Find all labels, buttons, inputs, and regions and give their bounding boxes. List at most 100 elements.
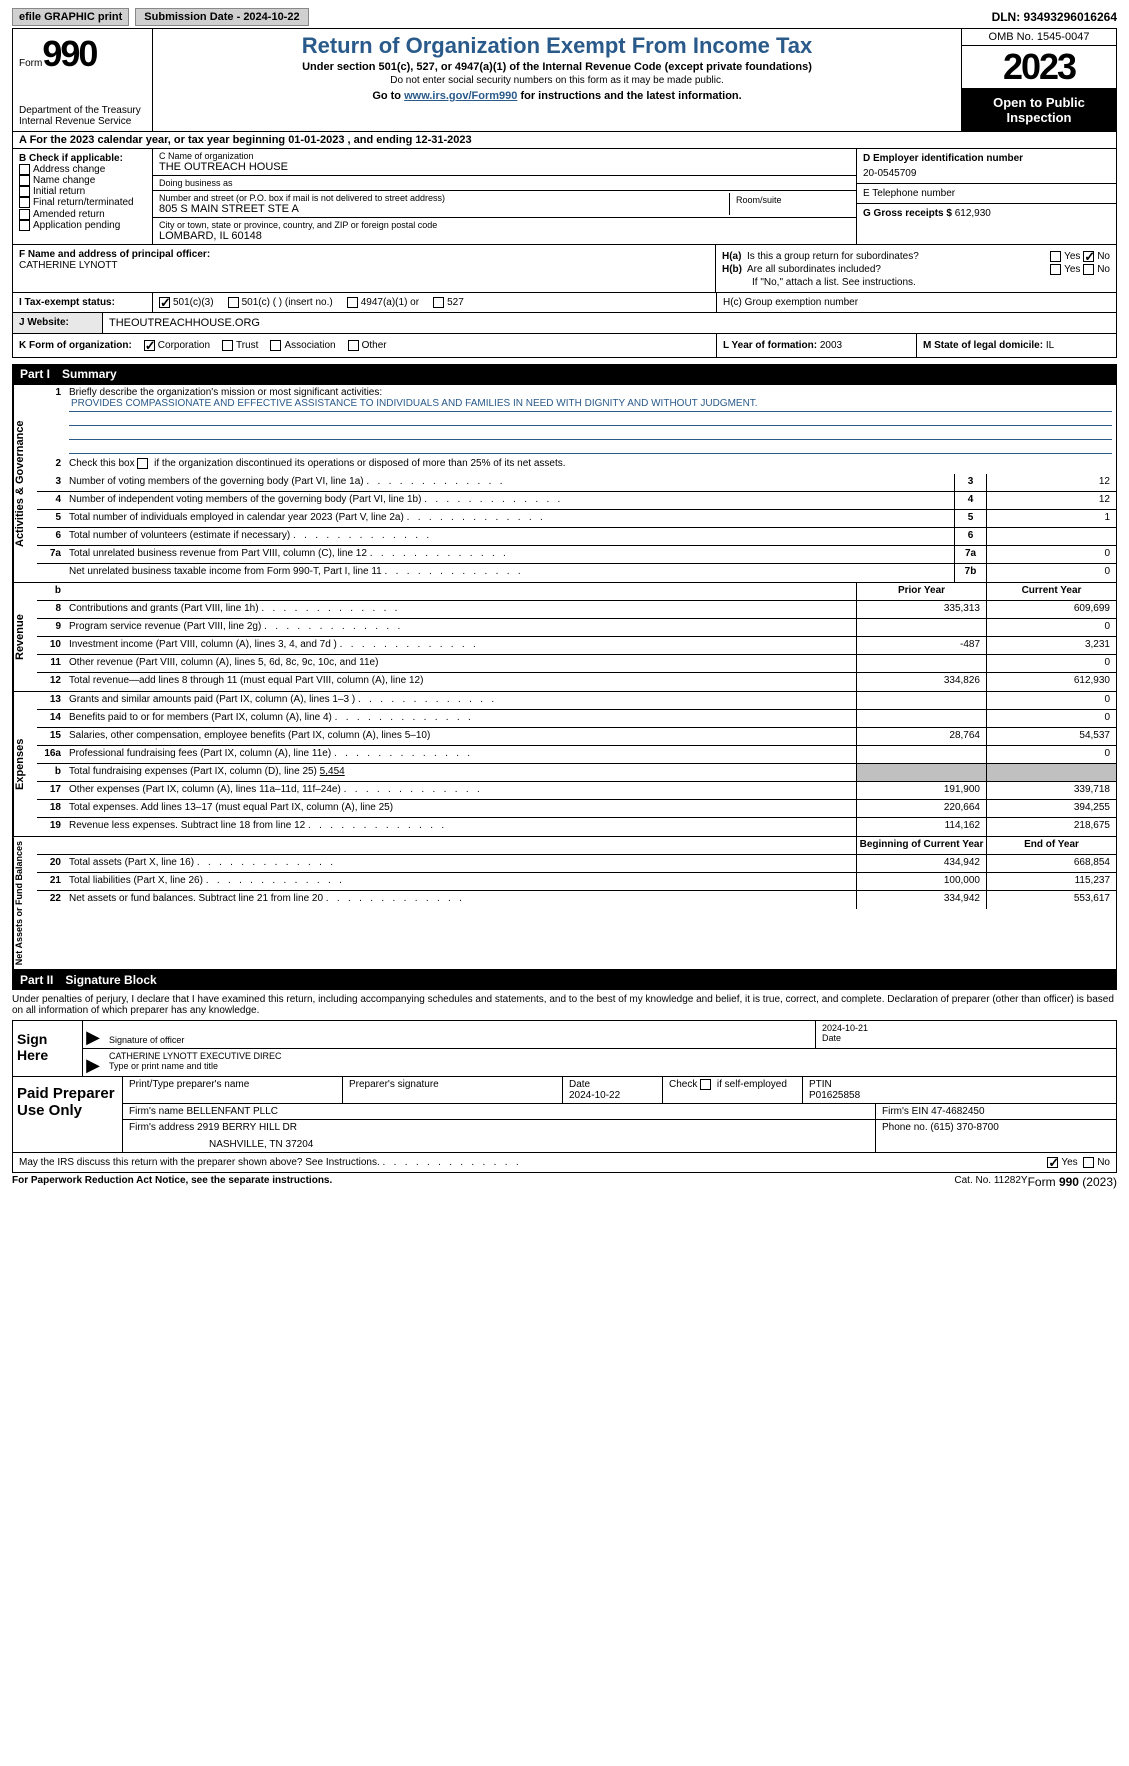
line9-curr: 0 — [986, 619, 1116, 636]
line21-text: Total liabilities (Part X, line 26) — [65, 873, 856, 890]
firm-name-value: BELLENFANT PLLC — [186, 1106, 278, 1117]
gross-receipts-value: 612,930 — [955, 208, 991, 219]
ha-no-label: No — [1097, 251, 1110, 262]
mission-blank2 — [69, 426, 1112, 440]
line10-curr: 3,231 — [986, 637, 1116, 654]
corp-checkbox[interactable] — [144, 340, 155, 351]
line10-text: Investment income (Part VIII, column (A)… — [65, 637, 856, 654]
form-label: Form — [19, 58, 42, 69]
application-pending-label: Application pending — [33, 220, 120, 231]
line18-text: Total expenses. Add lines 13–17 (must eq… — [65, 800, 856, 817]
street-label: Number and street (or P.O. box if mail i… — [159, 193, 729, 203]
line18-prior: 220,664 — [856, 800, 986, 817]
line2-text: if the organization discontinued its ope… — [151, 458, 565, 469]
address-change-label: Address change — [33, 164, 105, 175]
dba-label: Doing business as — [159, 178, 850, 188]
initial-return-checkbox[interactable] — [19, 186, 30, 197]
open-to-public: Open to Public Inspection — [962, 89, 1116, 131]
tax-year-range: A For the 2023 calendar year, or tax yea… — [12, 132, 1117, 149]
trust-checkbox[interactable] — [222, 340, 233, 351]
527-checkbox[interactable] — [433, 297, 444, 308]
other-checkbox[interactable] — [348, 340, 359, 351]
line1-label: Briefly describe the organization's miss… — [69, 387, 1112, 398]
4947-checkbox[interactable] — [347, 297, 358, 308]
line2-num: 2 — [37, 456, 65, 474]
line3-text: Number of voting members of the governin… — [65, 474, 954, 491]
prep-sig-label: Preparer's signature — [349, 1079, 556, 1090]
state-domicile-value: IL — [1046, 340, 1054, 351]
line14-curr: 0 — [986, 710, 1116, 727]
self-employed-checkbox[interactable] — [700, 1079, 711, 1090]
efile-print-button[interactable]: efile GRAPHIC print — [12, 8, 129, 26]
telephone-label: E Telephone number — [863, 188, 1110, 199]
city-value: LOMBARD, IL 60148 — [159, 230, 850, 242]
sign-here-label: Sign Here — [13, 1021, 83, 1076]
hc-label: H(c) Group exemption number — [716, 293, 1116, 312]
hb-no-checkbox[interactable] — [1083, 264, 1094, 275]
room-label: Room/suite — [736, 195, 844, 205]
line9-prior — [856, 619, 986, 636]
line7a-text: Total unrelated business revenue from Pa… — [65, 546, 954, 563]
part2-title: Signature Block — [65, 973, 156, 987]
discuss-no-checkbox[interactable] — [1083, 1157, 1094, 1168]
line15-text: Salaries, other compensation, employee b… — [65, 728, 856, 745]
line1-num: 1 — [37, 385, 65, 456]
officer-label: F Name and address of principal officer: — [19, 249, 709, 260]
line12-curr: 612,930 — [986, 673, 1116, 691]
amended-return-checkbox[interactable] — [19, 209, 30, 220]
address-change-checkbox[interactable] — [19, 164, 30, 175]
line22-text: Net assets or fund balances. Subtract li… — [65, 891, 856, 909]
line12-prior: 334,826 — [856, 673, 986, 691]
org-name-value: THE OUTREACH HOUSE — [159, 161, 850, 173]
line8-text: Contributions and grants (Part VIII, lin… — [65, 601, 856, 618]
dept-treasury: Department of the Treasury — [19, 105, 146, 116]
form-footer-year: (2023) — [1079, 1175, 1117, 1189]
line7b-val: 0 — [986, 564, 1116, 582]
final-return-checkbox[interactable] — [19, 197, 30, 208]
assoc-label: Association — [284, 340, 335, 351]
sig-date-value: 2024-10-21 — [822, 1023, 1110, 1033]
form-org-label: K Form of organization: — [19, 340, 132, 351]
application-pending-checkbox[interactable] — [19, 220, 30, 231]
501c3-checkbox[interactable] — [159, 297, 170, 308]
line5-val: 1 — [986, 510, 1116, 527]
ha-yes-checkbox[interactable] — [1050, 251, 1061, 262]
form-number: 990 — [42, 33, 96, 74]
hb-no-label: No — [1097, 264, 1110, 275]
ha-no-checkbox[interactable] — [1083, 251, 1094, 262]
street-value: 805 S MAIN STREET STE A — [159, 203, 729, 215]
line20-text: Total assets (Part X, line 16) — [65, 855, 856, 872]
hb-yes-checkbox[interactable] — [1050, 264, 1061, 275]
discuss-yes-label: Yes — [1061, 1157, 1077, 1168]
line2-checkbox[interactable] — [137, 458, 148, 469]
form-subtitle: Under section 501(c), 527, or 4947(a)(1)… — [161, 61, 953, 73]
line12-text: Total revenue—add lines 8 through 11 (mu… — [65, 673, 856, 691]
side-revenue: Revenue — [13, 583, 37, 691]
ein-label: D Employer identification number — [863, 153, 1110, 164]
line10-prior: -487 — [856, 637, 986, 654]
city-label: City or town, state or province, country… — [159, 220, 850, 230]
omb-number: OMB No. 1545-0047 — [962, 29, 1116, 46]
line20-curr: 668,854 — [986, 855, 1116, 872]
sign-arrow2-icon: ▶ — [83, 1049, 103, 1076]
line13-text: Grants and similar amounts paid (Part IX… — [65, 692, 856, 709]
line4-text: Number of independent voting members of … — [65, 492, 954, 509]
tax-year: 2023 — [962, 46, 1116, 89]
name-change-checkbox[interactable] — [19, 175, 30, 186]
side-activities: Activities & Governance — [13, 385, 37, 582]
form990-link[interactable]: www.irs.gov/Form990 — [404, 90, 517, 102]
527-label: 527 — [447, 297, 464, 308]
line3-val: 12 — [986, 474, 1116, 491]
paid-preparer-label: Paid Preparer Use Only — [13, 1077, 123, 1152]
line4-val: 12 — [986, 492, 1116, 509]
line16b-pre: Total fundraising expenses (Part IX, col… — [69, 766, 320, 777]
mission-blank3 — [69, 440, 1112, 454]
501c-checkbox[interactable] — [228, 297, 239, 308]
other-label: Other — [362, 340, 387, 351]
prep-date-value: 2024-10-22 — [569, 1090, 656, 1101]
firm-addr-label: Firm's address — [129, 1122, 197, 1133]
part1-number: Part I — [20, 367, 62, 381]
assoc-checkbox[interactable] — [270, 340, 281, 351]
discuss-yes-checkbox[interactable] — [1047, 1157, 1058, 1168]
submission-date: Submission Date - 2024-10-22 — [135, 8, 308, 26]
